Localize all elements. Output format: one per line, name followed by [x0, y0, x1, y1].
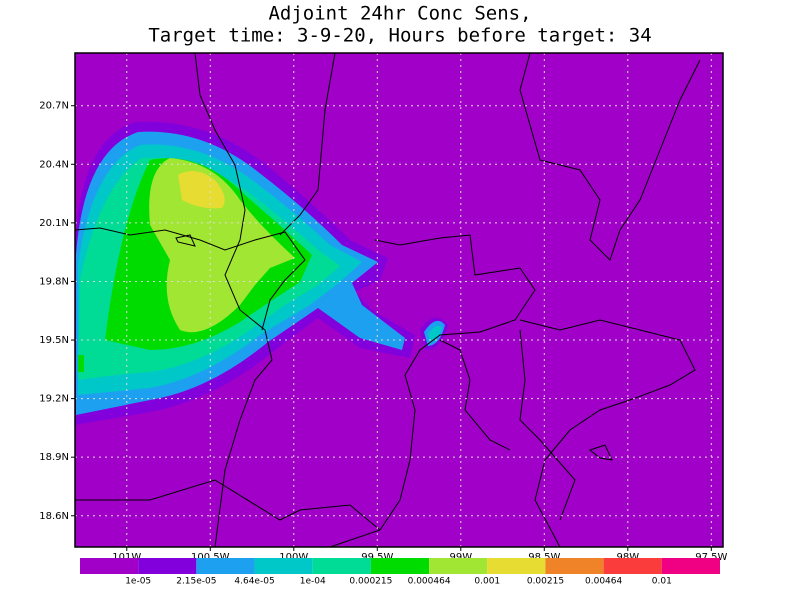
lat-tick-label: 19.2N	[39, 394, 69, 405]
lat-tick-label: 18.9N	[39, 452, 69, 463]
title-line: Adjoint 24hr Conc Sens,	[268, 3, 531, 25]
lat-tick-label: 19.8N	[39, 276, 69, 287]
colorbar-swatch	[545, 558, 604, 574]
lon-tick-label: 100.5W	[191, 552, 230, 563]
colorbar-label: 0.01	[652, 577, 672, 587]
contour-level	[178, 171, 225, 209]
colorbar-label: 0.000215	[349, 577, 392, 587]
lon-tick-label: 99.5W	[361, 552, 393, 563]
lat-tick-label: 19.5N	[39, 335, 69, 346]
lon-tick-label: 101W	[112, 552, 141, 563]
lat-tick-label: 20.4N	[39, 159, 69, 170]
contour-level	[78, 355, 84, 372]
colorbar-swatch	[661, 558, 720, 574]
lon-tick-label: 98W	[616, 552, 639, 563]
colorbar-label: 1e-04	[300, 577, 326, 587]
lon-tick-label: 99W	[449, 552, 472, 563]
colorbar-label: 0.00215	[527, 577, 564, 587]
lat-tick-label: 20.7N	[39, 101, 69, 112]
lon-tick-label: 100W	[279, 552, 308, 563]
colorbar-swatch	[80, 558, 139, 574]
lat-tick-label: 20.1N	[39, 218, 69, 229]
contour-level	[428, 326, 442, 342]
lon-tick-label: 97.5W	[695, 552, 727, 563]
colorbar-swatch	[312, 558, 371, 574]
colorbar-swatch	[254, 558, 313, 574]
colorbar-swatch	[138, 558, 197, 574]
colorbar-swatch	[370, 558, 430, 574]
colorbar-swatch	[429, 558, 488, 574]
title-line: Target time: 3-9-20, Hours before target…	[148, 25, 651, 47]
colorbar-label: 0.00464	[585, 577, 622, 587]
colorbar-label: 0.000464	[408, 577, 451, 587]
colorbar-swatch	[487, 558, 546, 574]
colorbar-label: 4.64e-05	[234, 577, 274, 587]
lat-tick-label: 18.6N	[39, 511, 69, 522]
colorbar-label: 1e-05	[125, 577, 151, 587]
colorbar-label: 2.15e-05	[176, 577, 216, 587]
colorbar-label: 0.001	[474, 577, 500, 587]
map-frame	[74, 52, 724, 548]
colorbar-swatch	[196, 558, 255, 574]
concentration-field	[75, 121, 448, 425]
borders	[74, 52, 701, 548]
lon-tick-label: 98.5W	[528, 552, 560, 563]
colorbar-swatch	[603, 558, 662, 574]
